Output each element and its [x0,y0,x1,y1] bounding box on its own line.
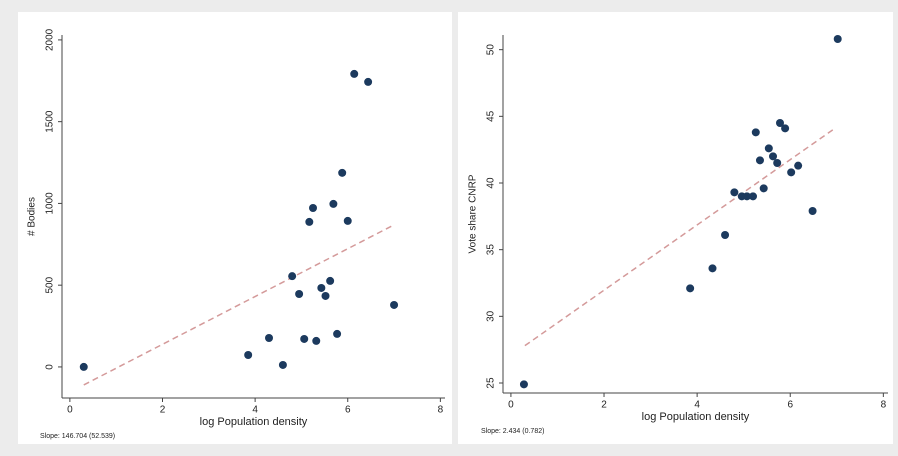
point [781,124,790,133]
y-axis-label: # Bodies [27,197,38,236]
y-tick-label: 1500 [45,110,56,133]
x-tick-label: 6 [787,400,793,411]
x-tick-label: 2 [601,400,607,411]
point [773,159,782,167]
y-tick-label: 25 [486,377,497,389]
point [338,168,347,177]
point [794,161,803,170]
point [317,283,326,292]
x-tick-label: 0 [508,400,514,411]
point [808,207,817,215]
point [748,192,757,201]
y-tick-label: 2000 [45,28,56,51]
x-tick-label: 6 [345,405,351,416]
annotation: Slope: 2.434 (0.782) [481,428,544,435]
point [312,336,321,345]
point [708,264,717,273]
point [721,231,730,239]
y-tick-label: 35 [486,244,497,256]
x-tick-label: 4 [694,400,700,411]
point [244,350,253,359]
y-tick-label: 45 [486,110,497,122]
point [390,300,399,309]
panel [18,12,452,444]
x-tick-label: 2 [160,405,166,416]
annotation: Slope: 146.704 (52.539) [40,433,115,440]
fit-line [83,224,395,386]
point [364,77,373,86]
x-axis-label: log Population density [200,416,308,428]
point [305,217,314,226]
point [686,284,695,293]
point [730,188,739,197]
x-axis-label: log Population density [642,411,750,423]
point [751,128,760,137]
x-tick-label: 0 [67,405,73,416]
point [833,35,842,43]
point [79,362,88,371]
point [350,69,359,78]
y-axis-label: Vote share CNRP [468,174,479,253]
point [309,203,318,212]
point [333,329,342,338]
fit-line [524,127,836,347]
x-tick-label: 8 [438,405,444,416]
point [321,291,330,300]
point [787,168,796,177]
y-tick-label: 30 [486,310,497,322]
point [265,333,274,342]
point [278,360,287,369]
point [759,184,768,193]
point [764,144,773,153]
x-tick-label: 4 [252,405,258,416]
point [300,334,309,343]
point [326,276,335,285]
point [329,199,338,208]
point [295,290,304,299]
panel [458,12,893,444]
point [775,119,784,127]
point [288,272,297,281]
point [769,152,778,161]
point [755,156,764,165]
point [519,380,528,389]
y-tick-label: 500 [45,276,56,293]
y-tick-label: 1000 [45,192,56,215]
x-tick-label: 8 [881,400,887,411]
y-tick-label: 0 [45,364,56,370]
point [742,192,751,201]
point [343,216,352,225]
y-tick-label: 40 [486,177,497,189]
y-tick-label: 50 [486,44,497,56]
